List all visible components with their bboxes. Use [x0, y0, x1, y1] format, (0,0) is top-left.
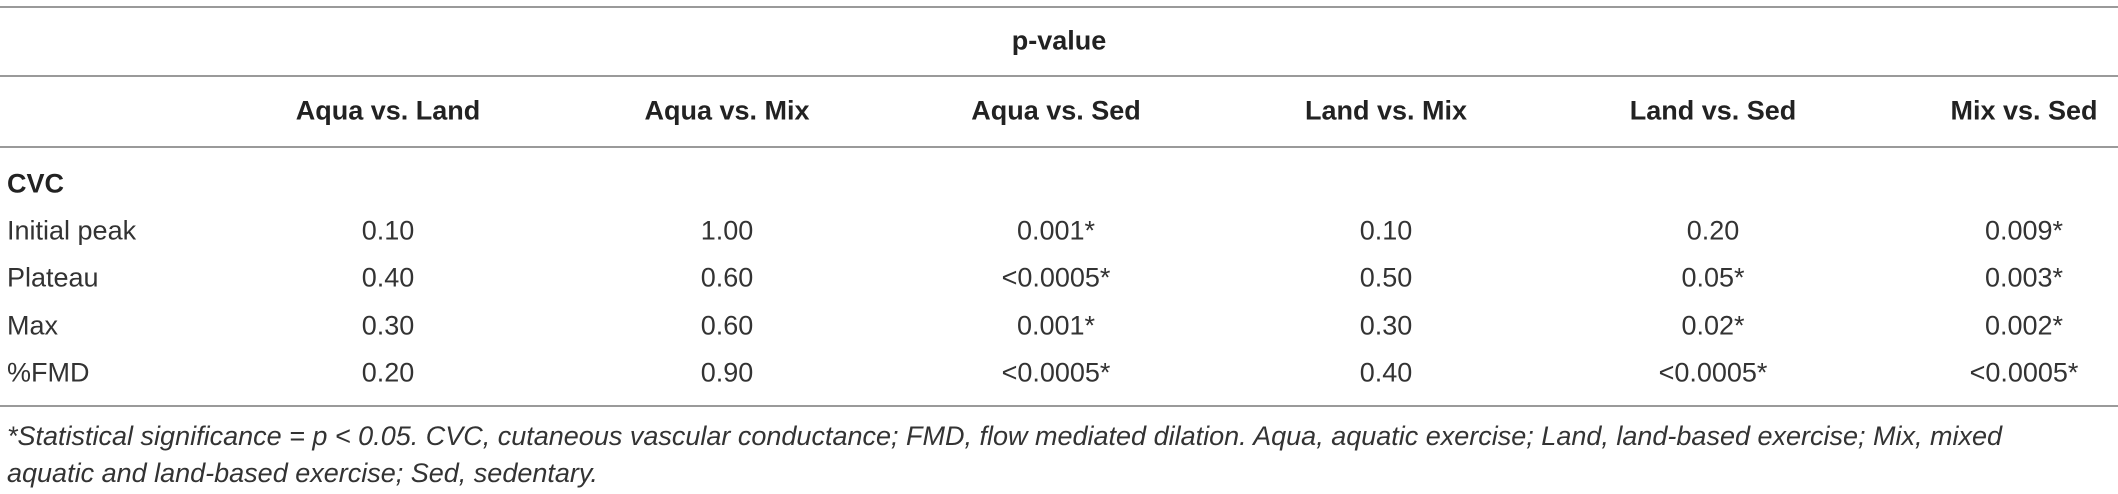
row-label: Plateau	[7, 262, 99, 293]
cell: 0.001*	[1016, 310, 1096, 341]
cell: 0.20	[1686, 215, 1740, 246]
column-header: Land vs. Mix	[1304, 95, 1468, 126]
cell: 0.10	[361, 215, 415, 246]
cell: 0.05*	[1681, 262, 1745, 293]
column-header: Land vs. Sed	[1629, 95, 1797, 126]
cell: 0.60	[700, 310, 754, 341]
cell: 0.003*	[1984, 262, 2064, 293]
group-label: CVC	[7, 168, 65, 199]
cell: 0.90	[700, 357, 754, 388]
cell: 0.001*	[1016, 215, 1096, 246]
row-label: %FMD	[7, 357, 90, 388]
cell: 0.40	[361, 262, 415, 293]
top-rule	[0, 6, 2118, 8]
cell: 1.00	[700, 215, 754, 246]
cell: 0.009*	[1984, 215, 2064, 246]
cell: 0.30	[361, 310, 415, 341]
column-header: Mix vs. Sed	[1950, 95, 2098, 126]
cell: 0.002*	[1984, 310, 2064, 341]
cell: <0.0005*	[1001, 262, 1111, 293]
cell: <0.0005*	[1658, 357, 1768, 388]
cell: 0.10	[1359, 215, 1413, 246]
column-header: Aqua vs. Mix	[644, 95, 810, 126]
cell: <0.0005*	[1001, 357, 1111, 388]
cell: 0.20	[361, 357, 415, 388]
table-title: p-value	[1011, 25, 1107, 56]
column-header: Aqua vs. Sed	[971, 95, 1141, 126]
cell: 0.60	[700, 262, 754, 293]
column-header: Aqua vs. Land	[295, 95, 481, 126]
cell: 0.02*	[1681, 310, 1745, 341]
footnote: *Statistical significance = p < 0.05. CV…	[7, 421, 2003, 488]
row-label: Max	[7, 310, 59, 341]
cell: <0.0005*	[1969, 357, 2079, 388]
bottom-rule	[0, 405, 2118, 407]
title-rule	[0, 75, 2118, 77]
row-label: Initial peak	[7, 215, 137, 246]
cell: 0.40	[1359, 357, 1413, 388]
cell: 0.30	[1359, 310, 1413, 341]
header-rule	[0, 146, 2118, 148]
cell: 0.50	[1359, 262, 1413, 293]
